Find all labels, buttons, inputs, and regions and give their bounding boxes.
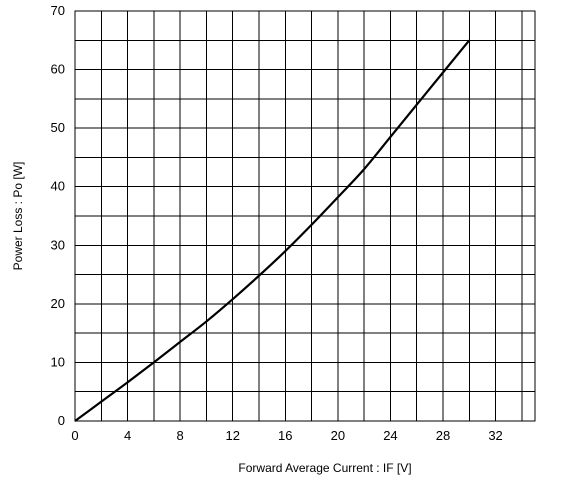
y-tick-label: 40 — [51, 179, 65, 194]
grid — [75, 11, 535, 421]
series-curve — [74, 39, 471, 422]
x-tick-label: 4 — [124, 428, 131, 443]
x-tick-label: 24 — [383, 428, 397, 443]
x-tick-label: 28 — [436, 428, 450, 443]
y-tick-label: 30 — [51, 237, 65, 252]
x-tick-label: 0 — [71, 428, 78, 443]
y-tick-label: 20 — [51, 296, 65, 311]
x-tick-label: 8 — [177, 428, 184, 443]
x-axis-title: Forward Average Current : IF [V] — [238, 461, 411, 475]
y-tick-label: 0 — [58, 413, 65, 428]
y-axis-title: Power Loss : Po [W] — [11, 162, 25, 271]
y-tick-label: 70 — [51, 3, 65, 18]
x-tick-label: 16 — [278, 428, 292, 443]
series-line — [74, 39, 471, 422]
y-tick-label: 60 — [51, 62, 65, 77]
y-tick-label: 10 — [51, 354, 65, 369]
plot-area-border — [74, 10, 536, 422]
tick-labels: 0 4 8 12 16 20 24 28 32 0 10 20 30 40 50 60 70 — [51, 3, 503, 443]
x-tick-label: 20 — [331, 428, 345, 443]
x-tick-label: 12 — [225, 428, 239, 443]
x-tick-label: 32 — [488, 428, 502, 443]
y-tick-label: 50 — [51, 120, 65, 135]
